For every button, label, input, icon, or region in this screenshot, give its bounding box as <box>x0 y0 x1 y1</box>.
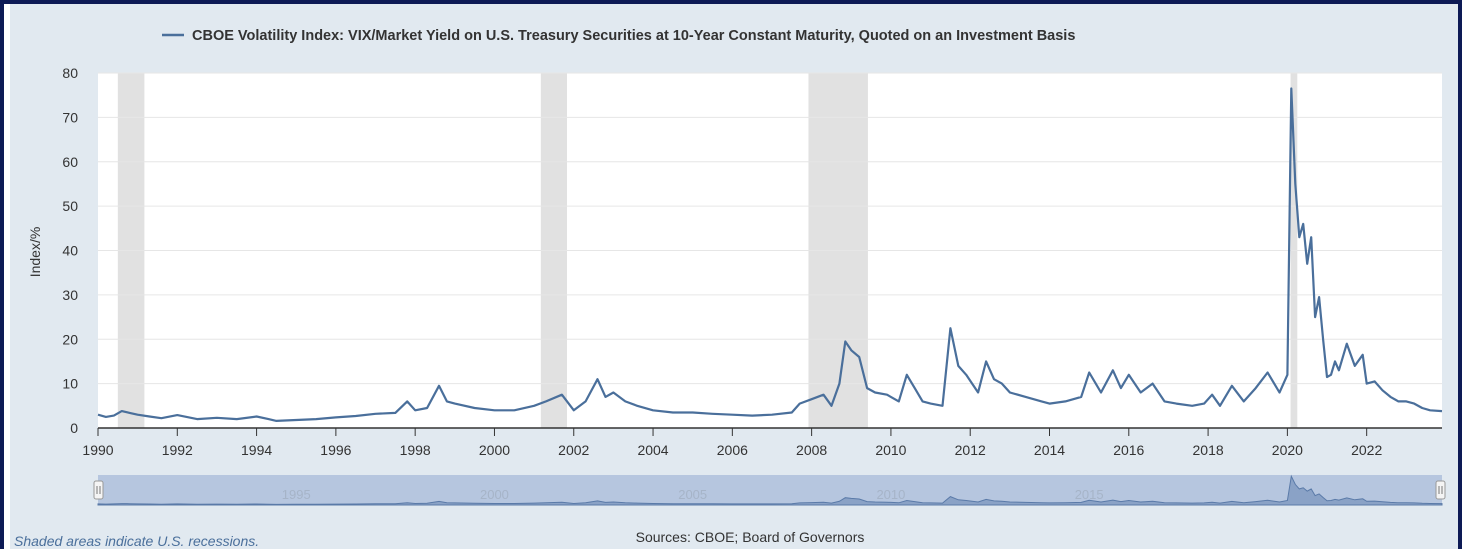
x-tick-label: 1992 <box>162 442 193 458</box>
x-tick-label: 2016 <box>1113 442 1144 458</box>
sources-text: Sources: CBOE; Board of Governors <box>636 529 865 545</box>
y-tick-label: 70 <box>62 109 78 125</box>
x-tick-label: 2014 <box>1034 442 1065 458</box>
left-edge-strip <box>4 4 10 549</box>
navigator-tick-label: 2005 <box>678 487 707 502</box>
legend-label[interactable]: CBOE Volatility Index: VIX/Market Yield … <box>192 28 1075 44</box>
navigator-series <box>97 474 1443 506</box>
navigator-tick-label: 1995 <box>282 487 311 502</box>
y-tick-label: 10 <box>62 376 78 392</box>
y-tick-label: 0 <box>70 420 78 436</box>
x-tick-label: 1990 <box>82 442 113 458</box>
x-tick-label: 1998 <box>400 442 431 458</box>
y-tick-label: 30 <box>62 287 78 303</box>
x-tick-label: 2010 <box>875 442 906 458</box>
x-tick-label: 2018 <box>1193 442 1224 458</box>
x-tick-label: 2008 <box>796 442 827 458</box>
y-tick-label: 20 <box>62 331 78 347</box>
navigator-tick-label: 2010 <box>876 487 905 502</box>
x-tick-label: 1994 <box>241 442 272 458</box>
x-tick-label: 2020 <box>1272 442 1303 458</box>
navigator-tick-label: 2000 <box>480 487 509 502</box>
x-tick-label: 2006 <box>717 442 748 458</box>
y-tick-label: 80 <box>62 65 78 81</box>
series-line <box>97 87 1443 422</box>
navigator-range[interactable] <box>98 475 1442 505</box>
x-tick-label: 2012 <box>955 442 986 458</box>
x-tick-label: 1996 <box>320 442 351 458</box>
y-tick-label: 50 <box>62 198 78 214</box>
x-tick-label: 2022 <box>1351 442 1382 458</box>
y-axis-label: Index/% <box>27 227 43 278</box>
x-tick-label: 2000 <box>479 442 510 458</box>
x-tick-label: 2004 <box>637 442 668 458</box>
y-tick-label: 60 <box>62 154 78 170</box>
y-tick-label: 40 <box>62 243 78 259</box>
navigator-right-handle[interactable] <box>1435 480 1446 500</box>
navigator-left-handle[interactable] <box>93 480 104 500</box>
recession-note: Shaded areas indicate U.S. recessions. <box>14 533 259 549</box>
x-tick-label: 2002 <box>558 442 589 458</box>
navigator-tick-label: 2015 <box>1075 487 1104 502</box>
